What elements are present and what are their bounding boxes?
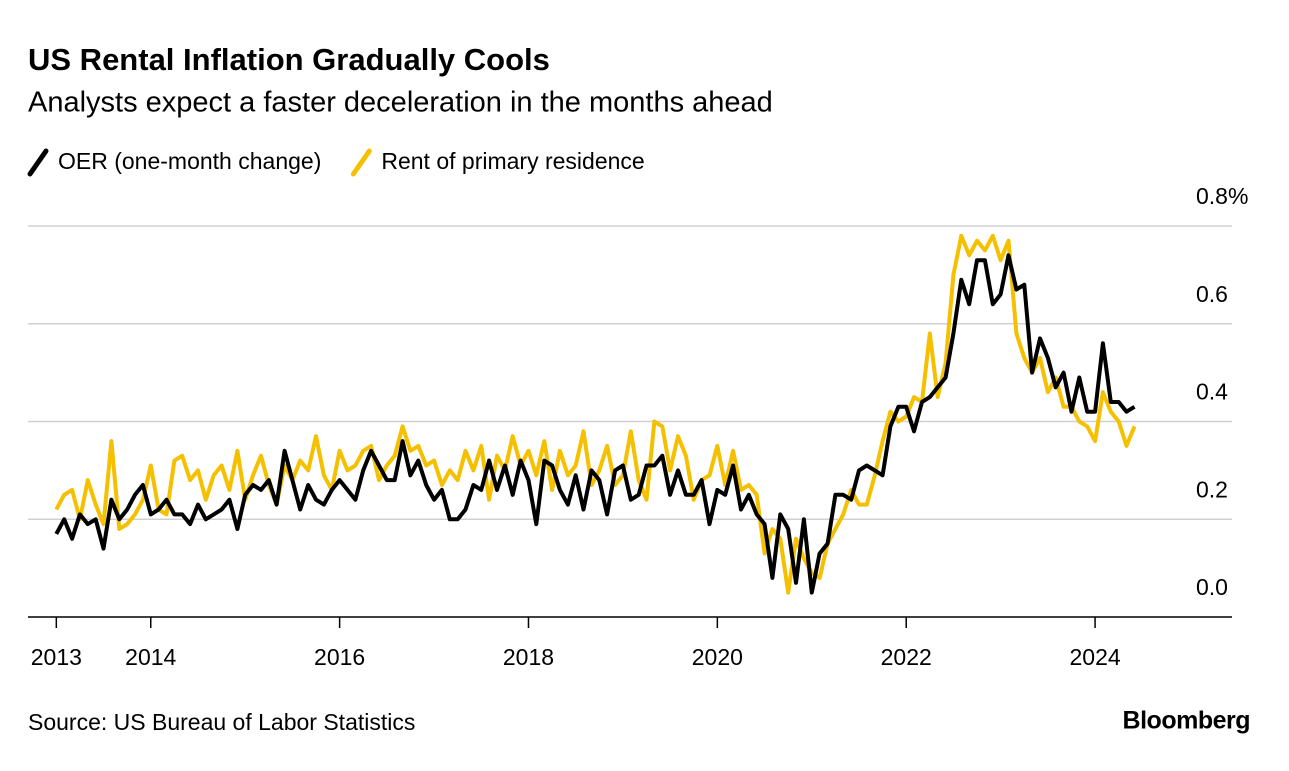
grid [28, 225, 1232, 618]
legend-swatch [350, 148, 372, 177]
y-tick-label: 0.0 [1196, 574, 1228, 600]
source-note: Source: US Bureau of Labor Statistics [28, 709, 415, 735]
logo: Bloomberg [1123, 707, 1250, 735]
y-tick-label: 0.2 [1196, 476, 1228, 502]
y-tick-label: 0.4 [1196, 379, 1228, 405]
x-tick-label: 2016 [314, 644, 365, 670]
series-line [54, 253, 1136, 595]
y-tick-label: 0.8% [1196, 183, 1248, 209]
x-tick-label: 2022 [881, 644, 932, 670]
chart-title: US Rental Inflation Gradually Cools [28, 42, 550, 77]
chart-subtitle: Analysts expect a faster deceleration in… [28, 87, 773, 119]
x-tick-label: 2018 [503, 644, 554, 670]
x-tick-label: 2020 [692, 644, 743, 670]
plot [54, 233, 1137, 595]
x-tick-label: 2014 [125, 644, 176, 670]
legend-label: Rent of primary residence [381, 148, 644, 174]
y-tick-label: 0.6 [1196, 281, 1228, 307]
x-tick-label: 2024 [1069, 644, 1120, 670]
legend-swatch [27, 148, 49, 177]
legend: OER (one-month change) Rent of primary re… [27, 148, 645, 177]
x-tick-label: 2013 [31, 644, 82, 670]
legend-label: OER (one-month change) [58, 148, 321, 174]
axes: 0.0 0.2 0.4 0.6 0.8% 2013 2014 2016 2018 2020 2022… [31, 183, 1249, 670]
